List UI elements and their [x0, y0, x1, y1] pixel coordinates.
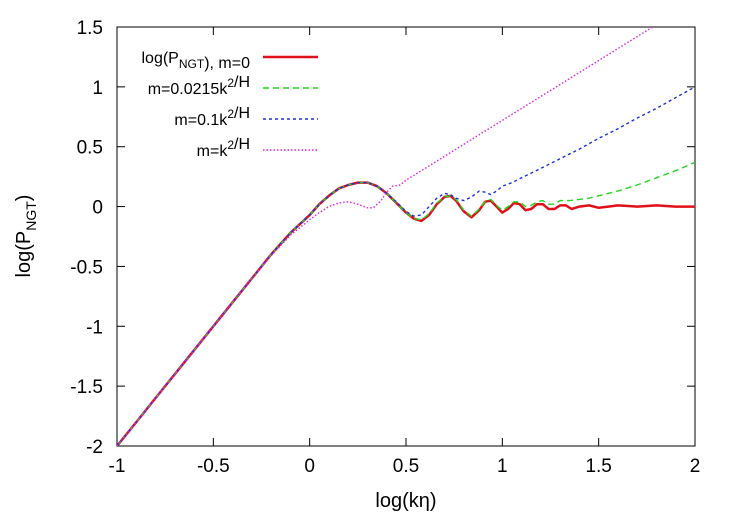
x-tick-label: -0.5 — [197, 456, 230, 477]
y-tick-label: -2 — [86, 437, 103, 458]
x-tick-label: 1 — [497, 456, 508, 477]
y-axis-label: log(PNGT) — [13, 195, 39, 278]
x-tick-label: 0.5 — [393, 456, 419, 477]
x-tick-label: 0 — [304, 456, 315, 477]
legend-label-0: log(PNGT), m=0 — [142, 50, 251, 72]
tick-labels: -1 -0.5 0 0.5 1 1.5 2 -2 -1.5 -1 -0.5 0 0.5 1 1.5 — [70, 18, 700, 477]
x-tick-label: 2 — [690, 456, 701, 477]
legend-label-3: m=k2/H — [197, 136, 250, 160]
x-tick-label: 1.5 — [585, 456, 611, 477]
y-tick-label: -1.5 — [70, 377, 103, 398]
legend-label-1: m=0.0215k2/H — [148, 74, 250, 98]
series-line-2 — [117, 86, 695, 446]
series-lines — [117, 27, 695, 446]
y-tick-label: 0 — [92, 198, 103, 219]
y-tick-label: 1 — [92, 78, 103, 99]
legend: log(PNGT), m=0m=0.0215k2/H m=0.1k2/H m=k2/… — [142, 50, 318, 160]
y-tick-label: 0.5 — [77, 138, 103, 159]
x-axis-label: log(kη) — [375, 490, 436, 512]
y-tick-label: -1 — [86, 317, 103, 338]
series-line-1 — [117, 161, 695, 446]
legend-label-2: m=0.1k2/H — [174, 105, 250, 129]
y-tick-label: 1.5 — [77, 18, 103, 39]
series-line-0 — [117, 181, 695, 446]
x-tick-label: -1 — [109, 456, 126, 477]
y-tick-label: -0.5 — [70, 257, 103, 278]
series-line-3 — [117, 27, 654, 446]
